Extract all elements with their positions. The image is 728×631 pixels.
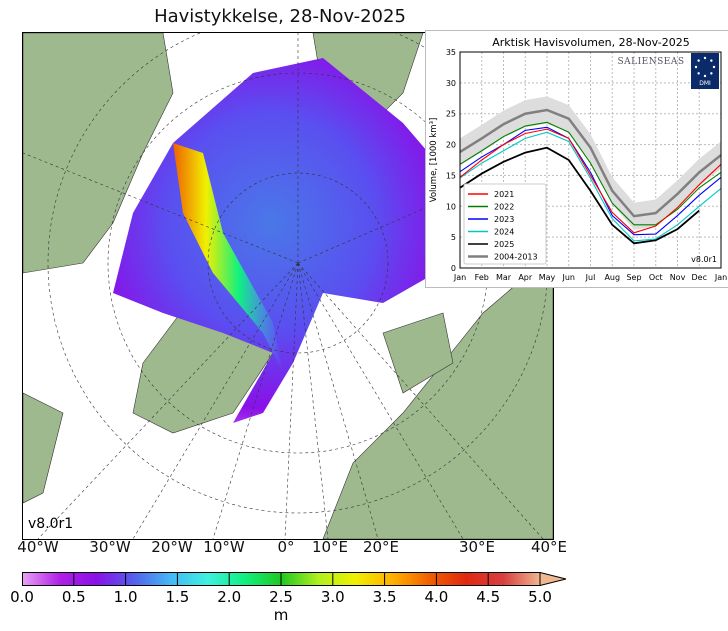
version-label: v8.0r1 (28, 516, 74, 532)
x-tick-label: Dec (692, 273, 707, 282)
series-line-2024 (459, 131, 722, 242)
longitude-label: 40°E (530, 538, 568, 556)
dmi-logo-star (710, 72, 713, 75)
x-tick-label: May (539, 273, 556, 282)
legend-label: 2021 (494, 190, 514, 199)
dmi-logo-star (712, 65, 716, 69)
colorbar-tick-label: 3.0 (320, 588, 345, 606)
longitude-label: 0° (277, 538, 295, 556)
colorbar-unit: m (273, 606, 289, 624)
colorbar-tick-label: 1.5 (165, 588, 190, 606)
y-tick-label: 35 (446, 48, 456, 57)
dmi-logo-star (710, 59, 713, 62)
legend-label: 2025 (494, 240, 514, 249)
colorbar-tick-label: 2.5 (269, 588, 293, 606)
series-line-2004-2013 (459, 108, 722, 218)
x-tick-label: Feb (475, 273, 489, 282)
y-tick-label: 15 (446, 171, 456, 180)
series-line-2021 (459, 128, 722, 234)
land-masses (23, 33, 553, 539)
longitude-label: 20°W (151, 538, 193, 556)
chart-version: v8.0r1 (691, 255, 717, 264)
y-axis-label: Volume, [1000 km³] (429, 118, 439, 203)
dmi-logo-star (697, 59, 700, 62)
legend-label: 2024 (494, 228, 514, 237)
y-tick-label: 0 (451, 264, 456, 273)
x-tick-label: Jun (562, 273, 576, 282)
volume-chart: Arktisk Havisvolumen, 28-Nov-2025 0 5 10 15 2… (425, 30, 728, 288)
dmi-logo-star (694, 65, 698, 69)
colorbar-tick-label: 2.0 (217, 588, 242, 606)
dmi-logo-star (697, 72, 700, 75)
thick-ice-band (173, 143, 283, 373)
longitude-label: 30°W (89, 538, 131, 556)
colorbar-tick-label: 0.0 (10, 588, 34, 606)
y-tick-label: 10 (446, 202, 456, 211)
x-tick-label: Aug (604, 273, 620, 282)
x-tick-label: Nov (670, 273, 686, 282)
legend-label: 2004-2013 (494, 253, 538, 262)
polar-map (23, 33, 553, 539)
legend-label: 2022 (494, 203, 514, 212)
series-line-2022 (459, 121, 722, 226)
x-tick-label: Sep (626, 273, 641, 282)
sea-ice-extent (113, 58, 463, 423)
dmi-logo-text: DMI (699, 80, 711, 87)
chart-title: Arktisk Havisvolumen, 28-Nov-2025 (492, 36, 690, 49)
plot-frame (459, 51, 722, 269)
dmi-logo-star (703, 56, 707, 60)
x-tick-label: Apr (518, 273, 533, 282)
colorbar-tick-label: 5.0 (528, 588, 552, 606)
colorbar-extend-arrow (539, 572, 567, 586)
longitude-label: 10°W (203, 538, 245, 556)
salienseas-logo: SALIENSEAS (617, 57, 684, 67)
y-tick-label: 5 (451, 233, 456, 242)
y-tick-label: 20 (446, 141, 456, 150)
colorbar-tick-label: 1.0 (113, 588, 138, 606)
longitude-label: 30°E (458, 538, 496, 556)
colorbar (22, 572, 567, 586)
longitude-label: 20°E (362, 538, 400, 556)
y-tick-label: 30 (446, 79, 456, 88)
legend: 2021 2022 2023 2024 2025 2004-2013 (463, 183, 547, 265)
longitude-label: 40°W (17, 538, 59, 556)
map-title: Havistykkelse, 28-Nov-2025 (154, 6, 406, 27)
y-tick-label: 25 (446, 110, 456, 119)
x-tick-label: Jan (453, 273, 466, 282)
longitude-label: 10°E (311, 538, 349, 556)
x-tick-label: Jul (585, 273, 596, 282)
colorbar-tick-label: 3.5 (372, 588, 397, 606)
colorbar-tick-label: 0.5 (61, 588, 86, 606)
colorbar-tick-label: 4.5 (476, 588, 501, 606)
dmi-logo-star (703, 74, 707, 78)
colorbar-tick-label: 4.0 (424, 588, 449, 606)
x-tick-label: Oct (649, 273, 663, 282)
legend-label: 2023 (494, 215, 514, 224)
x-tick-label: Jan (714, 273, 727, 282)
series-line-2025 (459, 146, 700, 245)
x-tick-label: Mar (496, 273, 512, 282)
